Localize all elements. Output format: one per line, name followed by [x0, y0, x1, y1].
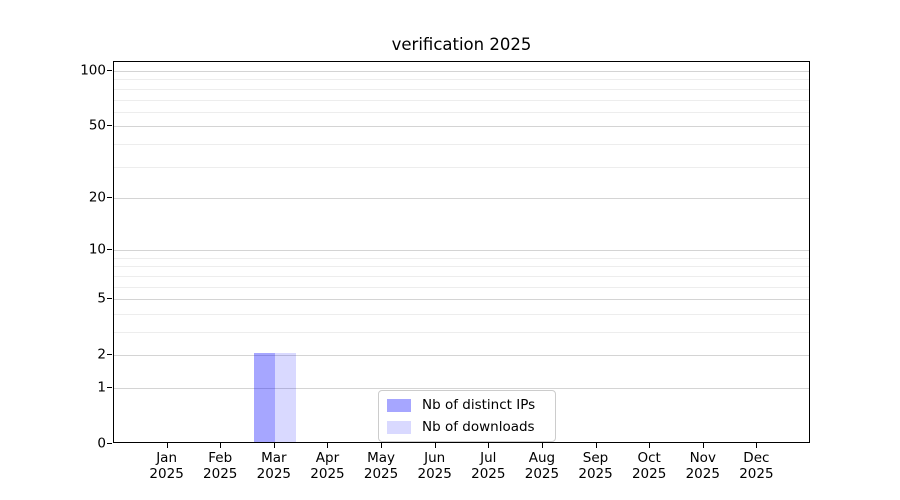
y-tick-label: 50: [88, 117, 106, 134]
legend-label: Nb of downloads: [422, 419, 535, 435]
minor-gridline: [114, 275, 809, 277]
legend-row: Nb of distinct IPs: [387, 396, 547, 414]
x-tick-mark: [220, 443, 222, 448]
x-tick-label: Oct 2025: [631, 450, 667, 483]
x-tick-label: Feb 2025: [203, 450, 238, 483]
minor-gridline: [114, 88, 809, 90]
y-tick-mark: [107, 298, 112, 300]
x-tick-mark: [273, 443, 275, 448]
y-tick-label: 1: [97, 379, 106, 396]
y-tick-label: 20: [88, 189, 106, 206]
x-tick-mark: [434, 443, 436, 448]
y-tick-label: 5: [97, 290, 106, 307]
minor-gridline: [114, 331, 809, 333]
x-tick-label: Sep 2025: [578, 450, 613, 483]
minor-gridline: [114, 286, 809, 288]
x-tick-label: Jun 2025: [417, 450, 452, 483]
x-tick-label: Mar 2025: [256, 450, 292, 483]
minor-gridline: [114, 99, 809, 101]
x-tick-label: Aug 2025: [524, 450, 560, 483]
major-gridline: [114, 387, 809, 389]
major-gridline: [114, 250, 809, 252]
bar: [274, 353, 296, 442]
x-tick-mark: [327, 443, 329, 448]
minor-gridline: [114, 257, 809, 259]
x-tick-label: May 2025: [363, 450, 399, 483]
legend-swatch: [387, 398, 411, 412]
y-tick-label: 0: [97, 435, 106, 452]
major-gridline: [114, 197, 809, 199]
minor-gridline: [114, 111, 809, 113]
y-tick-mark: [107, 443, 112, 444]
major-gridline: [114, 355, 809, 357]
minor-gridline: [114, 143, 809, 145]
x-tick-mark: [488, 443, 490, 448]
plot-area: [113, 61, 810, 443]
y-tick-mark: [107, 125, 112, 127]
x-tick-label: Jan 2025: [149, 450, 184, 483]
x-tick-label: Jul 2025: [471, 450, 506, 483]
chart-title: verification 2025: [391, 35, 532, 54]
y-tick-label: 100: [80, 62, 106, 79]
legend-label: Nb of distinct IPs: [422, 397, 536, 413]
legend-row: Nb of downloads: [387, 418, 547, 436]
x-tick-mark: [649, 443, 651, 448]
y-tick-mark: [107, 70, 112, 72]
bar: [253, 353, 275, 442]
x-tick-mark: [595, 443, 597, 448]
y-tick-mark: [107, 354, 112, 356]
x-tick-label: Apr 2025: [310, 450, 345, 483]
minor-gridline: [114, 166, 809, 168]
y-tick-mark: [107, 249, 112, 251]
major-gridline: [114, 126, 809, 128]
minor-gridline: [114, 79, 809, 81]
y-tick-mark: [107, 386, 112, 388]
minor-gridline: [114, 313, 809, 315]
x-tick-mark: [166, 443, 168, 448]
y-tick-label: 2: [97, 346, 106, 363]
x-tick-label: Nov 2025: [685, 450, 720, 483]
legend-swatch: [387, 420, 411, 434]
major-gridline: [114, 71, 809, 73]
x-tick-mark: [702, 443, 704, 448]
x-tick-mark: [381, 443, 383, 448]
x-tick-mark: [756, 443, 758, 448]
x-tick-label: Dec 2025: [739, 450, 774, 483]
major-gridline: [114, 299, 809, 301]
y-tick-mark: [107, 196, 112, 198]
y-tick-label: 10: [88, 241, 106, 258]
minor-gridline: [114, 266, 809, 268]
legend: Nb of distinct IPs Nb of downloads: [378, 390, 556, 442]
x-tick-mark: [541, 443, 543, 448]
